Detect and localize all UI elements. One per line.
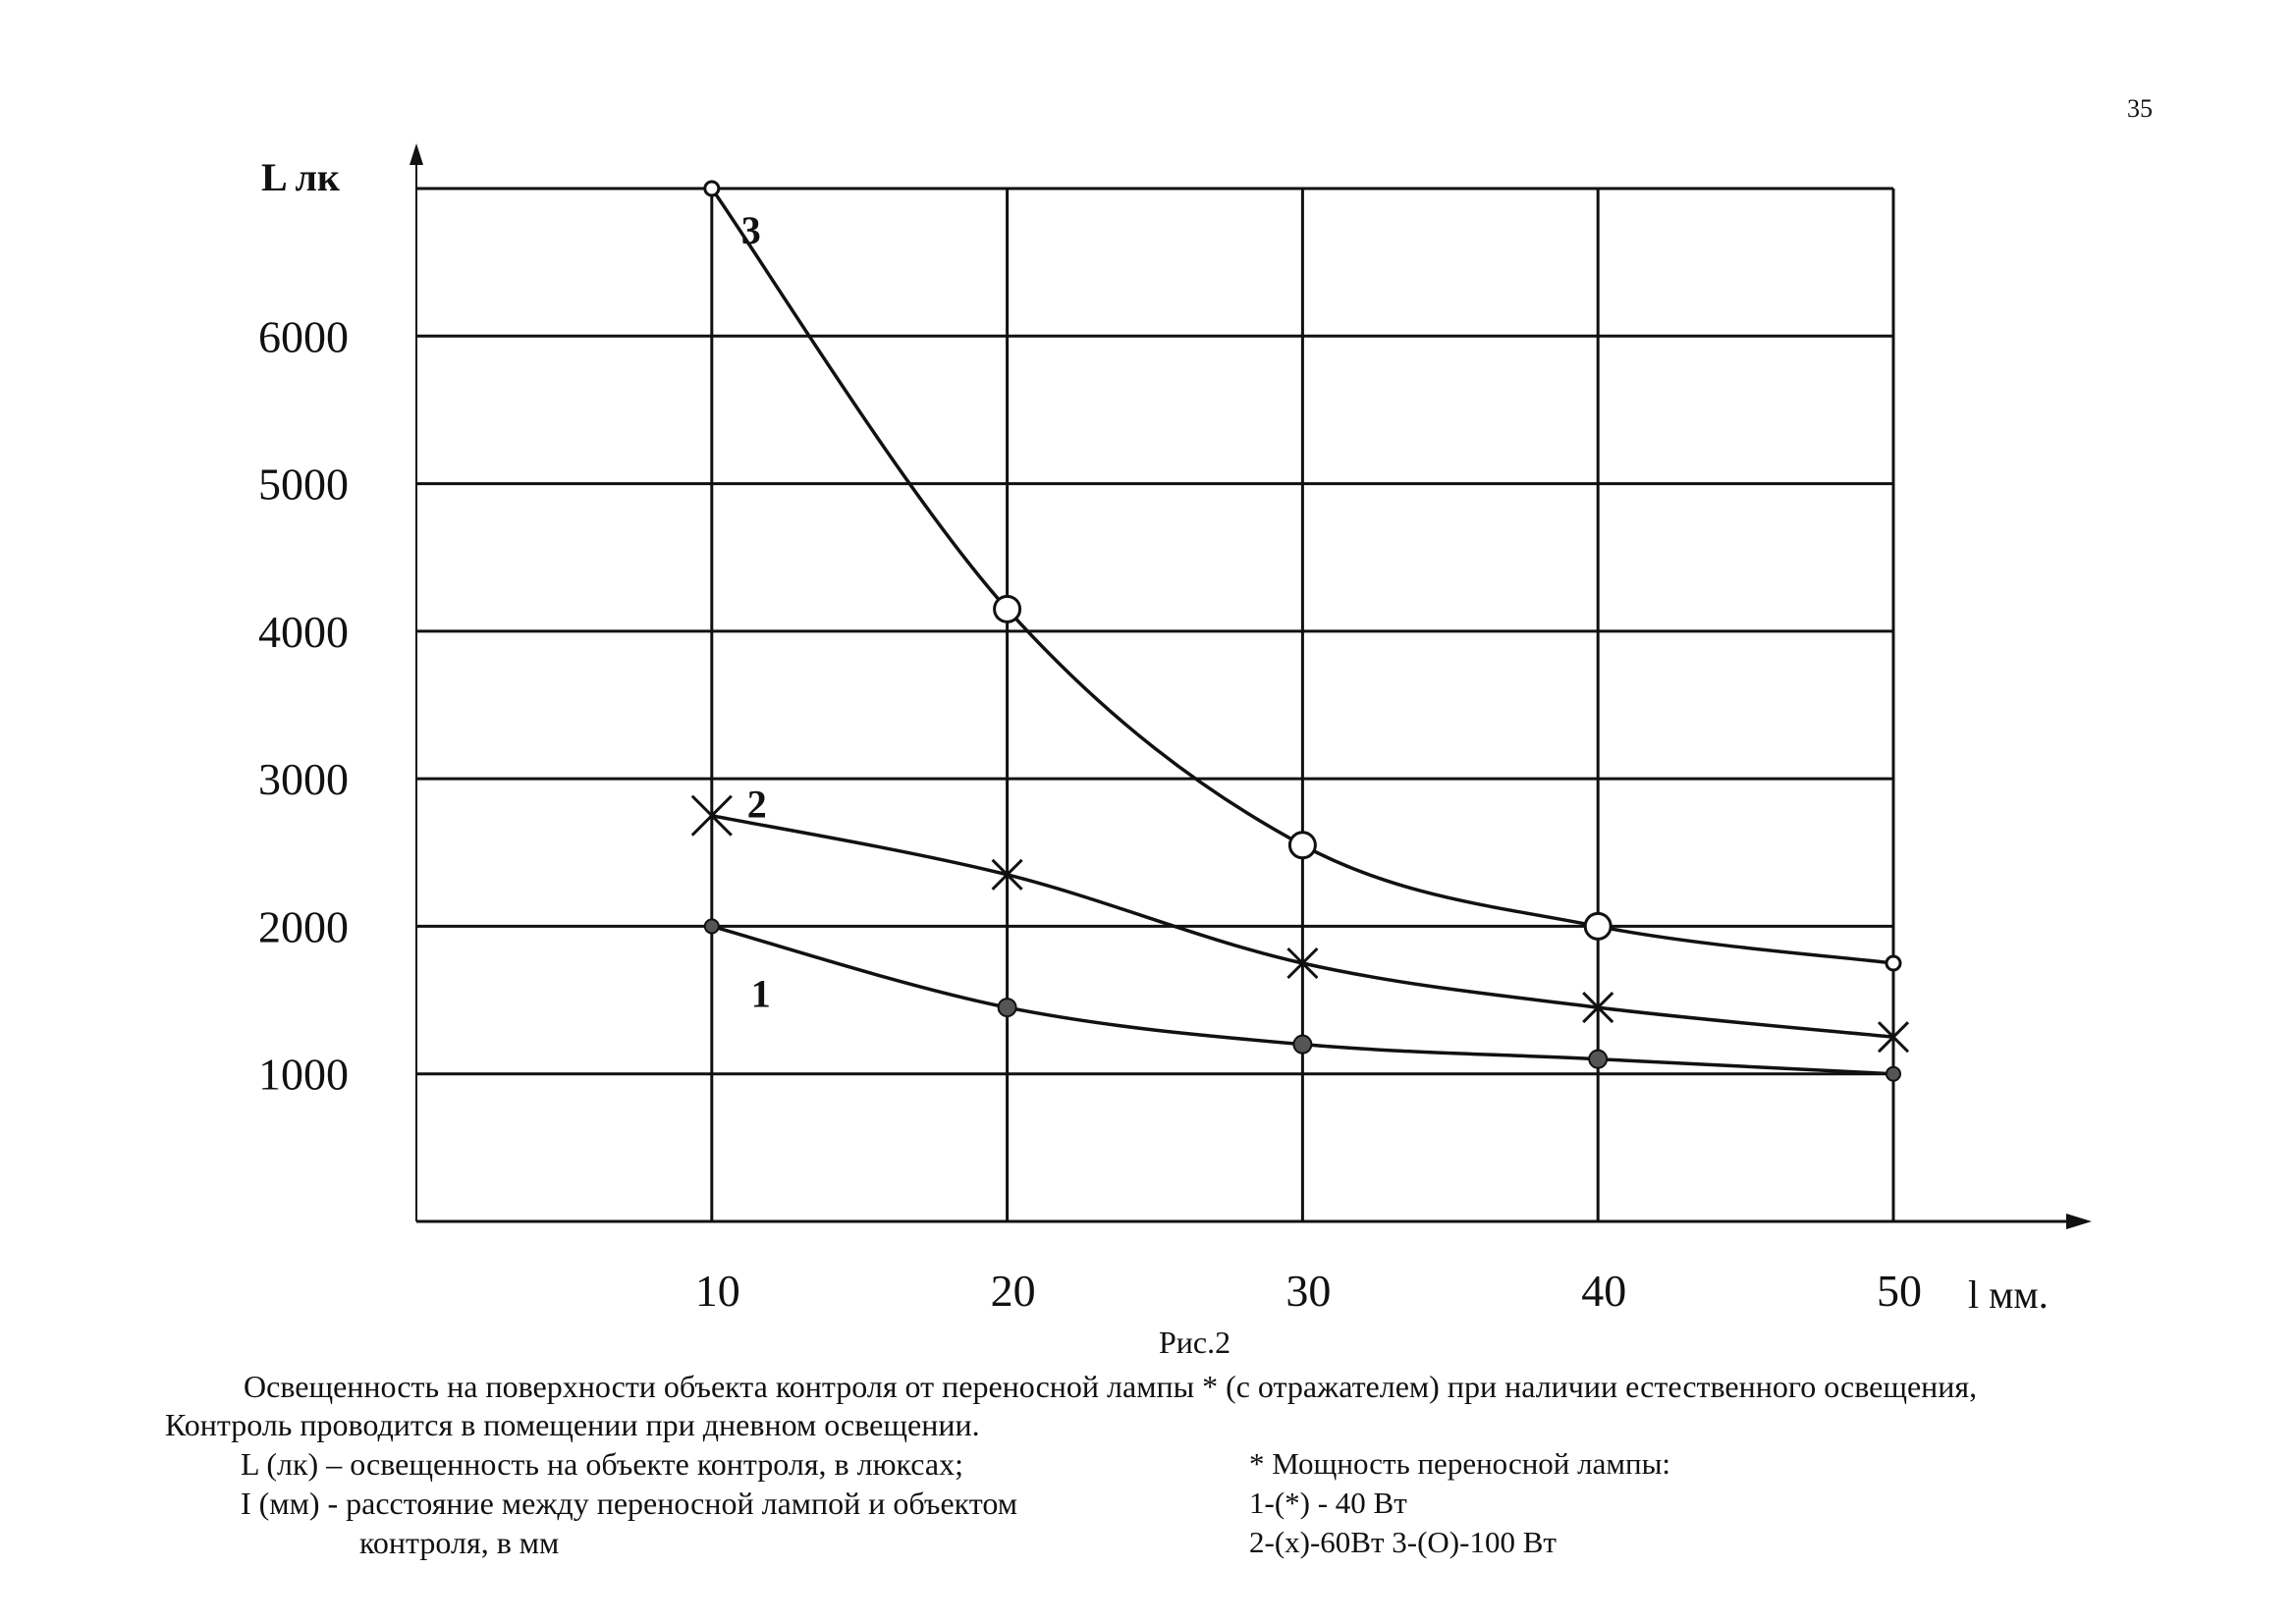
chart-grid [416,187,1895,1221]
series-3-point [1583,911,1613,941]
series-2-label: 2 [747,783,767,827]
y-axis-arrow [410,143,423,165]
chart-labels: 1000 2000 3000 4000 5000 6000 10 20 30 40 50 L лк l … [258,155,2049,1317]
series-3-point [1885,954,1902,972]
legend-title: * Мощность переносной лампы: [1249,1446,1671,1481]
y-tick-label: 3000 [258,754,349,804]
series-1-point [703,918,720,935]
chart-axes [410,143,2092,1229]
series-2-point [1582,992,1614,1024]
series-2-point [1286,947,1319,980]
x-tick-label: 10 [695,1266,740,1316]
series-2-point [991,858,1023,891]
series-2-point [690,794,733,837]
y-tick-label: 5000 [258,460,349,510]
definition-I-continued: контроля, в мм [359,1525,560,1560]
caption-line-2: Контроль проводится в помещении при днев… [165,1407,980,1442]
definition-L: L (лк) – освещенность на объекте контрол… [241,1446,963,1482]
x-axis-label: l мм. [1968,1272,2049,1317]
series-3-point [993,594,1022,623]
definition-I: I (мм) - расстояние между переносной лам… [241,1486,1017,1521]
series-3-point [703,180,721,197]
series-1-point [1292,1034,1313,1055]
x-tick-label: 30 [1285,1266,1331,1316]
page-number: 35 [2127,94,2153,123]
legend-item-1: 1-(*) - 40 Вт [1249,1486,1407,1520]
y-tick-label: 2000 [258,901,349,951]
chart-markers [690,180,1910,1082]
y-tick-label: 6000 [258,311,349,361]
x-tick-label: 40 [1581,1266,1626,1316]
figure-label: Рис.2 [1159,1325,1231,1360]
series-1-point [997,998,1017,1018]
series-2-point [1877,1021,1910,1054]
x-tick-label: 20 [991,1266,1036,1316]
x-tick-label: 50 [1877,1266,1922,1316]
series-3-line [710,187,1894,965]
y-tick-label: 4000 [258,607,349,657]
series-1-point [1886,1065,1901,1082]
series-1-label: 1 [751,971,771,1015]
legend-item-2-3: 2-(х)-60Вт 3-(О)-100 Вт [1249,1525,1557,1559]
x-axis-arrow [2066,1214,2092,1229]
y-axis-label: L лк [261,155,340,199]
series-1-point [1588,1049,1609,1069]
series-3-point [1287,831,1317,860]
y-tick-label: 1000 [258,1050,349,1100]
caption-line-1: Освещенность на поверхности объекта конт… [244,1369,1978,1404]
series-3-label: 3 [741,208,761,252]
